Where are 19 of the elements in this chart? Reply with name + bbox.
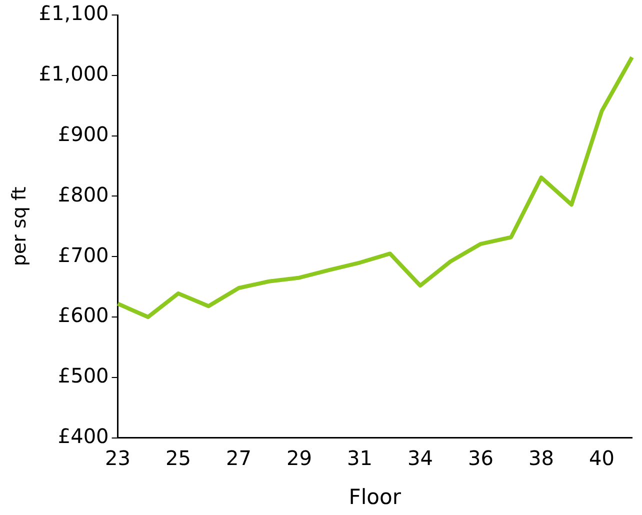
x-tick-label: 40: [589, 446, 614, 470]
y-tick-label: £1,100: [38, 1, 109, 26]
y-tick-label: £700: [58, 242, 109, 267]
y-tick-label: £1,000: [38, 62, 109, 86]
x-tick-label: 23: [105, 446, 131, 470]
y-tick-label: £400: [58, 424, 109, 448]
x-tick-label: 29: [286, 446, 312, 470]
y-tick-label: £800: [58, 182, 109, 206]
y-tick-label: £600: [58, 303, 109, 328]
y-tick-label: £500: [58, 364, 109, 388]
x-tick-label: 38: [528, 446, 554, 470]
x-axis-title: Floor: [348, 484, 402, 509]
x-tick-label: 27: [226, 446, 252, 470]
y-tick-label: £900: [58, 122, 109, 146]
x-tick-label: 25: [166, 446, 192, 470]
x-tick-label: 34: [408, 446, 433, 470]
y-axis-title: per sq ft: [8, 186, 30, 266]
x-tick-label: 36: [468, 446, 494, 470]
x-tick-label: 31: [347, 446, 372, 470]
